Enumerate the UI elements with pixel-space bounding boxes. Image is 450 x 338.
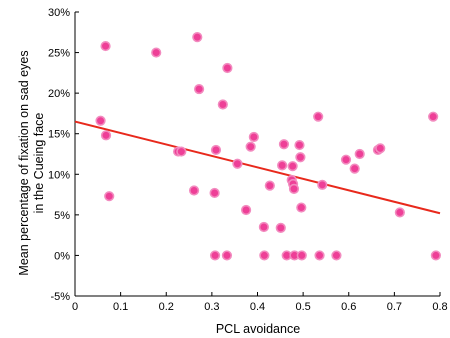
y-tick-label: -5% xyxy=(50,291,70,303)
data-point xyxy=(288,183,300,194)
data-point xyxy=(264,180,275,191)
axes: -5% 0% 5% 10% 15% 20% 25% 30% 0 0.1 0.2 0.3 0.4 0.5 0.… xyxy=(48,7,448,313)
data-point xyxy=(340,154,352,165)
x-tick-label: 0.4 xyxy=(250,301,265,313)
data-point xyxy=(222,62,233,74)
y-tick-label: 0% xyxy=(54,250,70,262)
y-tick-label: 15% xyxy=(48,129,70,141)
data-point xyxy=(188,185,200,196)
data-point xyxy=(349,163,360,174)
data-point xyxy=(354,148,365,160)
y-tick-label: 10% xyxy=(48,169,70,181)
data-point xyxy=(95,115,106,126)
data-point xyxy=(209,250,221,261)
trendline-group xyxy=(74,120,441,215)
data-point xyxy=(240,204,252,216)
data-point xyxy=(210,144,222,156)
data-point xyxy=(100,40,111,52)
x-tick-label: 0 xyxy=(72,301,78,313)
y-tick-label: 30% xyxy=(48,7,70,19)
x-tick-label: 0.5 xyxy=(295,301,310,313)
data-point xyxy=(296,250,307,261)
data-point xyxy=(245,141,256,152)
y-tick-label: 25% xyxy=(48,48,70,60)
x-tick-label: 0.3 xyxy=(204,301,219,313)
data-points xyxy=(95,32,441,261)
x-tick-label: 0.1 xyxy=(113,301,128,313)
x-tick-label: 0.8 xyxy=(432,301,447,313)
x-tick-label: 0.7 xyxy=(387,301,402,313)
data-point xyxy=(428,111,439,122)
data-point xyxy=(394,207,405,218)
data-point xyxy=(194,83,205,95)
data-point xyxy=(375,143,386,154)
data-point xyxy=(100,130,112,141)
data-point xyxy=(151,47,162,58)
data-point xyxy=(294,139,305,151)
trendline xyxy=(74,120,441,215)
data-point xyxy=(331,250,342,261)
y-tick-label: 5% xyxy=(54,210,70,222)
data-point xyxy=(104,191,115,202)
y-axis-title-line-2: in the Cueing face xyxy=(32,113,46,214)
data-point xyxy=(296,202,307,213)
x-tick-label: 0.6 xyxy=(341,301,356,313)
data-point xyxy=(192,32,203,43)
data-point xyxy=(275,222,286,233)
data-point xyxy=(287,161,298,172)
x-tick-label: 0.2 xyxy=(159,301,174,313)
data-point xyxy=(314,250,325,261)
data-point xyxy=(221,250,233,261)
y-tick-label: 20% xyxy=(48,88,70,100)
data-point xyxy=(317,179,328,190)
data-point xyxy=(277,160,288,171)
data-point xyxy=(232,158,243,169)
data-point xyxy=(313,111,324,122)
data-point xyxy=(295,152,306,163)
data-point xyxy=(176,146,187,157)
data-point xyxy=(278,139,290,150)
data-point xyxy=(258,221,269,233)
data-point xyxy=(209,187,220,199)
y-axis-title: Mean percentage of fixation on sad eyes … xyxy=(17,50,46,275)
data-point xyxy=(217,99,228,110)
data-point xyxy=(248,131,259,143)
data-point xyxy=(430,250,441,261)
y-axis-title-line-1: Mean percentage of fixation on sad eyes xyxy=(17,50,31,275)
x-axis-title: PCL avoidance xyxy=(216,322,300,336)
data-point xyxy=(259,250,270,261)
